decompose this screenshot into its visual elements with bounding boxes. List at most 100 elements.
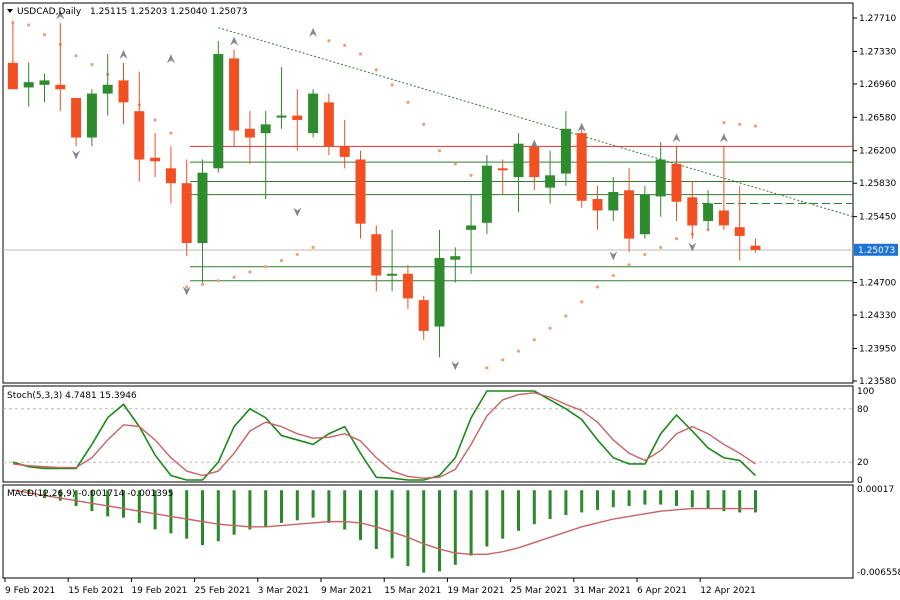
candle-body	[244, 128, 255, 138]
candle-body	[434, 257, 445, 327]
current-price-badge	[854, 243, 898, 256]
fractal-up-icon	[672, 133, 681, 143]
chevron-down-icon[interactable]	[7, 9, 13, 13]
candle	[545, 150, 556, 204]
candle-body	[86, 93, 97, 138]
candle	[7, 23, 18, 90]
macd-label: MACD(12,26,9) -0.001714 -0.001395	[7, 489, 173, 499]
candle-body	[750, 245, 761, 251]
fractal-down-icon	[609, 251, 618, 261]
candle	[718, 146, 729, 230]
parabolic-sar	[11, 20, 758, 370]
candlesticks	[7, 23, 761, 358]
ohlc-readout: 1.25115 1.25203 1.25040 1.25073	[90, 7, 247, 17]
candle	[529, 141, 540, 191]
candle-body	[118, 80, 129, 103]
date-tick-label: 6 Apr 2021	[637, 586, 687, 596]
candle-body	[23, 82, 34, 88]
date-tick-label: 19 Mar 2021	[447, 586, 504, 596]
candle-body	[418, 300, 429, 331]
macd-histogram-bar	[485, 490, 489, 547]
macd-histogram-bar	[74, 490, 78, 506]
sar-dot	[200, 282, 205, 286]
candle	[86, 89, 97, 147]
sar-dot	[185, 285, 189, 289]
sar-dot	[422, 122, 426, 126]
candle-body	[703, 203, 714, 222]
sar-dot	[722, 120, 726, 125]
macd-histogram-bar	[722, 490, 726, 512]
sar-dot	[248, 270, 252, 274]
candle	[244, 111, 255, 164]
candle-body	[229, 58, 240, 131]
sar-dot	[753, 124, 758, 128]
macd-histogram-bar	[343, 490, 347, 530]
candle	[23, 62, 34, 107]
macd-histogram-bar	[643, 490, 647, 505]
candle-body	[276, 115, 287, 118]
macd-histogram-bar	[137, 490, 141, 523]
sar-dot	[659, 245, 663, 250]
macd-histogram-bar	[248, 490, 252, 530]
candle-body	[39, 80, 50, 85]
candle	[355, 150, 366, 239]
macd-histogram-bar	[580, 490, 584, 513]
candle-body	[402, 273, 413, 299]
sar-dot	[469, 173, 473, 177]
candle	[450, 247, 461, 283]
sar-dot	[343, 43, 347, 47]
sar-dot	[153, 118, 157, 122]
macd-histogram-bar	[201, 490, 204, 546]
candle	[387, 229, 398, 292]
price-tick-label: 1.25450	[859, 213, 896, 223]
candle-body	[150, 157, 161, 162]
fractal-down-icon	[293, 207, 302, 217]
date-tick-label: 3 Mar 2021	[258, 586, 309, 596]
stochastic-panel: 100 80 20 0	[3, 387, 874, 486]
candle	[560, 111, 571, 186]
date-tick-label: 15 Feb 2021	[68, 586, 124, 596]
macd-tick-label: 0.00017	[857, 485, 894, 495]
candle-body	[671, 163, 682, 202]
fractal-up-icon	[577, 122, 586, 132]
date-tick-label: 25 Mar 2021	[511, 586, 568, 596]
macd-histogram-bar	[548, 490, 552, 519]
macd-histogram-bar	[611, 490, 615, 508]
price-tick-label: 1.26580	[859, 113, 896, 123]
macd-histogram-bar	[675, 490, 678, 506]
stoch-tick-label: 0	[857, 476, 863, 486]
candle	[497, 159, 508, 195]
symbol-label: USDCAD,Daily	[17, 7, 82, 17]
price-tick-label: 1.27710	[859, 14, 896, 24]
candle	[323, 93, 334, 156]
candle-body	[576, 133, 587, 201]
sar-dot	[374, 68, 378, 72]
candle	[213, 40, 224, 173]
candle	[592, 185, 603, 230]
date-tick-label: 9 Mar 2021	[321, 586, 372, 596]
macd-histogram-bar	[122, 490, 125, 518]
macd-panel: 0.00017 -0.006558	[11, 485, 900, 578]
fractals	[56, 10, 728, 371]
fractal-up-icon	[119, 49, 128, 59]
candle	[513, 133, 524, 213]
candle	[734, 185, 745, 261]
candle	[55, 23, 66, 112]
candle	[418, 295, 429, 340]
candle-body	[213, 54, 224, 169]
candle-body	[639, 194, 650, 235]
candle-body	[592, 199, 603, 211]
macd-histogram-bar	[627, 490, 631, 506]
candle	[134, 71, 145, 182]
candle-body	[687, 197, 698, 226]
date-tick-label: 15 Mar 2021	[384, 586, 441, 596]
date-tick-label: 9 Feb 2021	[5, 586, 55, 596]
sar-dot	[327, 39, 331, 43]
sar-dot	[390, 83, 394, 87]
sar-dot	[279, 258, 284, 263]
fractal-up-icon	[309, 27, 318, 37]
candle-body	[624, 190, 635, 239]
candle	[481, 155, 492, 235]
candle	[229, 49, 240, 147]
